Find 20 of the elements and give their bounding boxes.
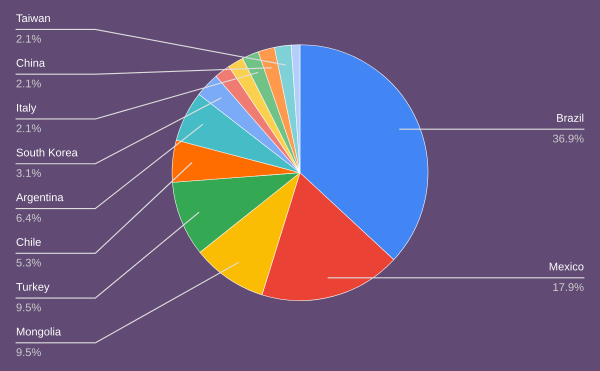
slice-label: South Korea: [16, 148, 78, 156]
data-label: 5.3%: [16, 258, 41, 267]
data-label: 2.1%: [16, 124, 41, 132]
data-label: 6.4%: [16, 214, 41, 222]
slice-label: Chile: [16, 238, 41, 246]
data-label: 17.9%: [553, 283, 584, 292]
data-label: 3.1%: [16, 169, 41, 178]
data-label: 36.9%: [552, 134, 584, 142]
slice-label: Mexico: [550, 262, 584, 270]
slice-label: Italy: [17, 104, 36, 114]
slice-label: Taiwan: [16, 14, 50, 22]
data-label: 9.5%: [16, 348, 41, 356]
slice-label: China: [16, 58, 46, 67]
slice-label: Argentina: [16, 193, 64, 204]
data-label: 2.1%: [16, 34, 41, 43]
slice-label: Brazil: [557, 114, 584, 122]
data-label: 2.1%: [16, 80, 41, 88]
slice-label: Mongolia: [16, 327, 62, 338]
slice-label: Turkey: [16, 282, 50, 293]
data-label: 9.5%: [16, 303, 41, 312]
